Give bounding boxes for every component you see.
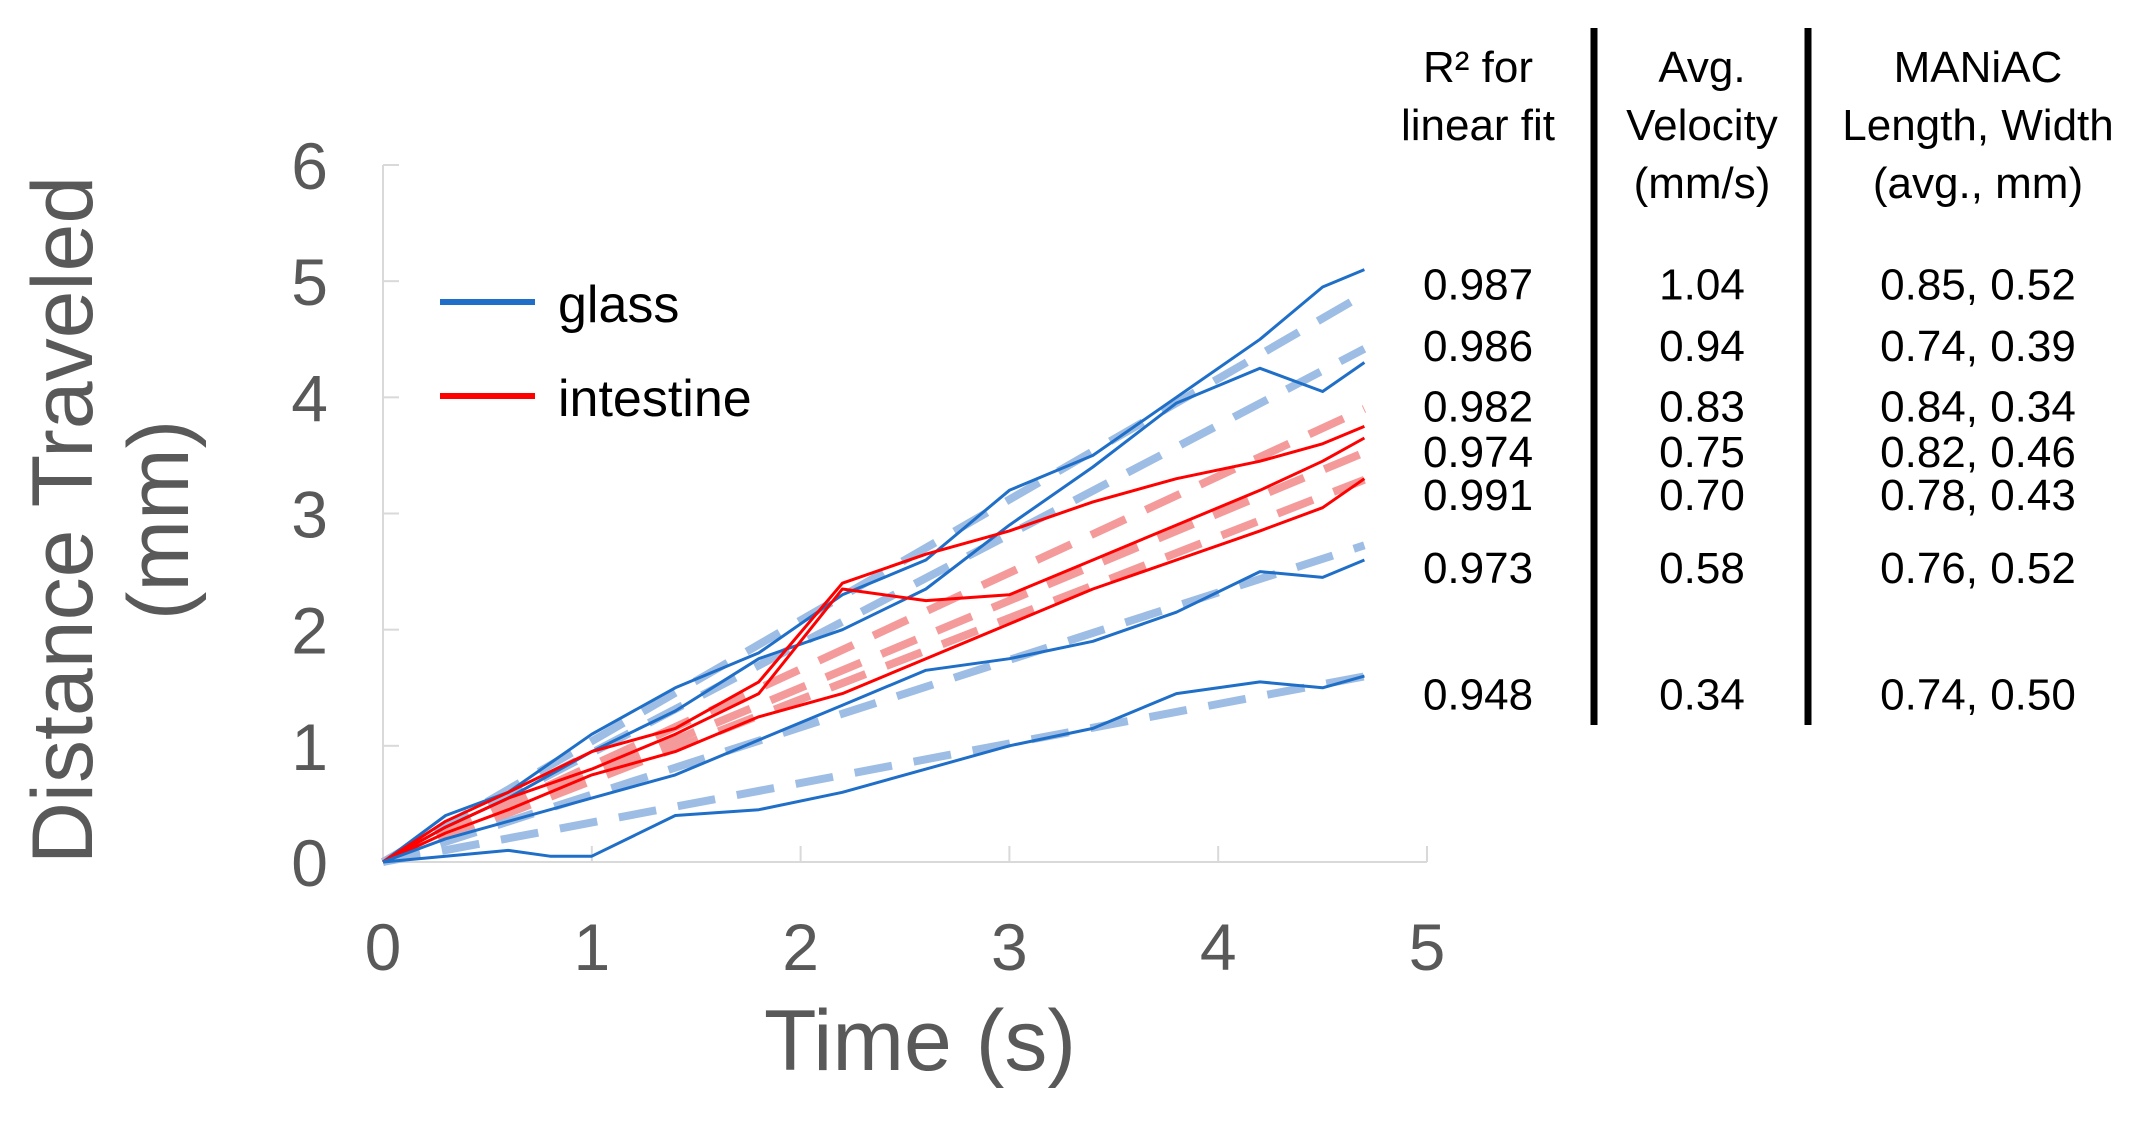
table-cell-velocity-6: 0.34 bbox=[1659, 671, 1745, 720]
x-tick-label: 2 bbox=[782, 910, 819, 984]
y-axis-title-group-2: (mm) bbox=[111, 420, 207, 621]
table-cell-velocity-0: 1.04 bbox=[1659, 260, 1745, 309]
trace-line-glass-5 bbox=[382, 558, 1365, 864]
header-velocity-line1: Avg. bbox=[1658, 43, 1745, 92]
y-tick-label: 6 bbox=[291, 129, 328, 203]
trajectory-lines bbox=[382, 268, 1366, 864]
table-cell-velocity-5: 0.58 bbox=[1659, 544, 1745, 593]
legend: glass intestine bbox=[440, 276, 752, 428]
tick-labels: 0 1 2 3 4 5 6 0 1 2 3 4 5 bbox=[291, 129, 1445, 984]
table-cell-size-5: 0.76, 0.52 bbox=[1880, 544, 2076, 593]
legend-label-glass: glass bbox=[558, 276, 679, 334]
stats-table: R² for linear fit Avg. Velocity (mm/s) M… bbox=[1401, 28, 2114, 725]
trace-line-glass-0 bbox=[382, 268, 1365, 864]
trace-line-intestine-2 bbox=[382, 425, 1365, 864]
header-r2-line2: linear fit bbox=[1401, 101, 1555, 150]
legend-label-intestine: intestine bbox=[558, 370, 752, 428]
table-cell-r2-6: 0.948 bbox=[1423, 671, 1533, 720]
fit-line-intestine-2 bbox=[381, 405, 1367, 866]
axes bbox=[382, 164, 1428, 863]
table-cell-velocity-1: 0.94 bbox=[1659, 322, 1745, 371]
fit-line-intestine-4 bbox=[381, 476, 1366, 866]
header-size-line1: MANiAC bbox=[1894, 43, 2063, 92]
table-cell-r2-3: 0.974 bbox=[1423, 428, 1533, 477]
y-tick-label: 5 bbox=[291, 245, 328, 319]
header-size-line2: Length, Width bbox=[1842, 101, 2114, 150]
table-cell-r2-5: 0.973 bbox=[1423, 544, 1533, 593]
table-cell-size-2: 0.84, 0.34 bbox=[1880, 382, 2076, 431]
y-tick-label: 2 bbox=[291, 594, 328, 668]
fit-line-glass-6 bbox=[382, 672, 1366, 866]
table-cell-velocity-4: 0.70 bbox=[1659, 471, 1745, 520]
trace-line-intestine-3 bbox=[382, 436, 1366, 864]
fit-line-glass-5 bbox=[381, 541, 1366, 866]
header-velocity-line2: Velocity bbox=[1626, 101, 1778, 150]
x-axis-title: Time (s) bbox=[764, 993, 1076, 1089]
y-axis-title-group: Distance Traveled bbox=[15, 176, 111, 864]
table-rows: 0.987 1.04 0.85, 0.52 0.986 0.94 0.74, 0.39 0.… bbox=[1423, 260, 2076, 719]
y-axis-title-line2: (mm) bbox=[111, 420, 207, 621]
table-cell-size-6: 0.74, 0.50 bbox=[1880, 671, 2076, 720]
y-tick-label: 1 bbox=[291, 710, 328, 784]
x-tick-label: 1 bbox=[573, 910, 610, 984]
header-velocity-line3: (mm/s) bbox=[1634, 159, 1771, 208]
x-tick-label: 5 bbox=[1409, 910, 1446, 984]
header-size-line3: (avg., mm) bbox=[1873, 159, 2083, 208]
table-cell-size-1: 0.74, 0.39 bbox=[1880, 322, 2076, 371]
x-tick-label: 0 bbox=[365, 910, 402, 984]
y-tick-label: 4 bbox=[291, 361, 328, 435]
table-cell-size-3: 0.82, 0.46 bbox=[1880, 428, 2076, 477]
table-cell-r2-4: 0.991 bbox=[1423, 471, 1533, 520]
header-r2-line1: R² for bbox=[1423, 43, 1533, 92]
trace-line-glass-6 bbox=[382, 674, 1365, 864]
table-cell-r2-0: 0.987 bbox=[1423, 260, 1533, 309]
table-cell-velocity-3: 0.75 bbox=[1659, 428, 1745, 477]
trace-line-glass-1 bbox=[382, 361, 1366, 864]
table-cell-size-4: 0.78, 0.43 bbox=[1880, 471, 2076, 520]
table-cell-r2-2: 0.982 bbox=[1423, 382, 1533, 431]
table-cell-size-0: 0.85, 0.52 bbox=[1880, 260, 2076, 309]
trace-line-intestine-4 bbox=[382, 477, 1366, 864]
y-tick-label: 0 bbox=[291, 826, 328, 900]
table-cell-r2-1: 0.986 bbox=[1423, 322, 1533, 371]
y-axis-title-line1: Distance Traveled bbox=[15, 176, 111, 864]
y-tick-label: 3 bbox=[291, 478, 328, 552]
x-tick-label: 3 bbox=[991, 910, 1028, 984]
x-tick-label: 4 bbox=[1200, 910, 1237, 984]
table-cell-velocity-2: 0.83 bbox=[1659, 382, 1745, 431]
